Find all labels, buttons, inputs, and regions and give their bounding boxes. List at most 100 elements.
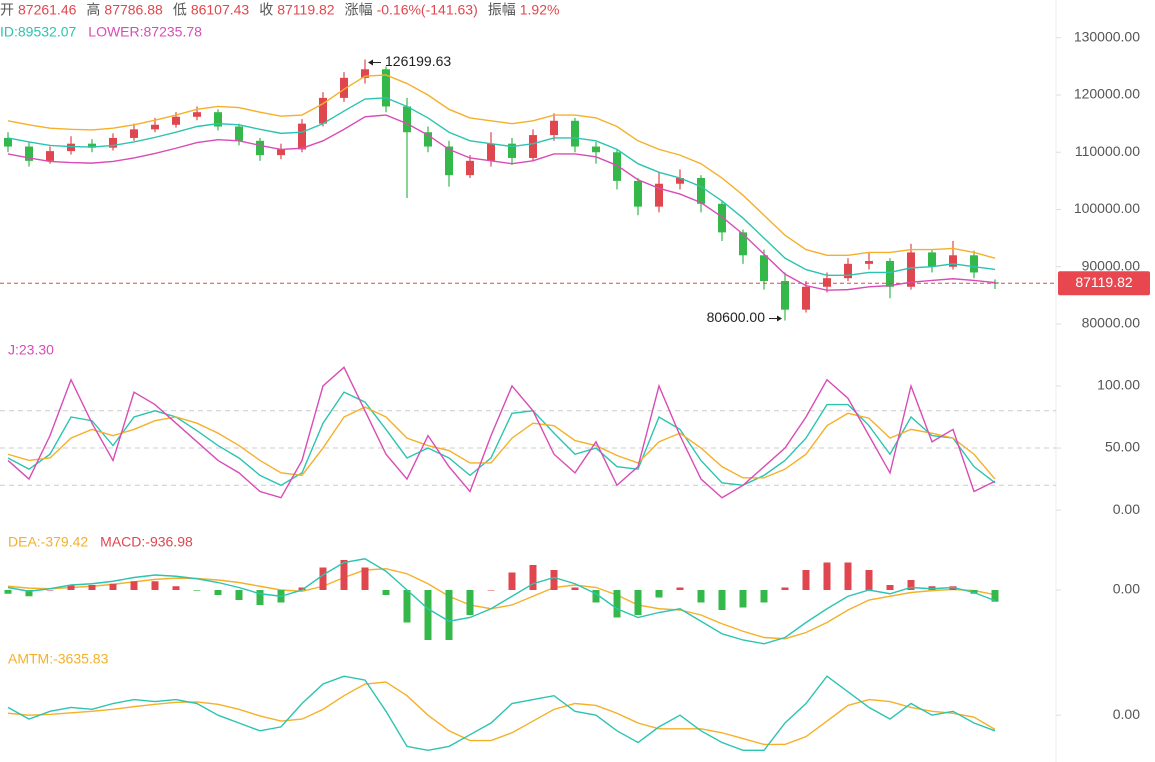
- histogram-bar: [571, 587, 579, 590]
- histogram-bar: [67, 585, 75, 590]
- header-label: 振幅: [488, 2, 516, 18]
- histogram-bar: [151, 581, 159, 590]
- histogram-bar: [256, 590, 264, 605]
- histogram-bar: [655, 590, 663, 598]
- candle-body: [592, 146, 600, 153]
- histogram-bar: [340, 560, 348, 590]
- header-label: 收: [259, 2, 273, 18]
- histogram-bar: [382, 590, 390, 595]
- histogram-bar: [46, 590, 54, 591]
- header-label: 高: [86, 2, 100, 18]
- y-tick-label: 80000.00: [1082, 315, 1141, 331]
- header-value: 86107.43: [191, 2, 250, 18]
- candle-body: [403, 106, 411, 133]
- candle-body: [886, 261, 894, 287]
- y-tick-label: 130000.00: [1074, 28, 1140, 44]
- histogram-bar: [802, 570, 810, 590]
- histogram-bar: [172, 586, 180, 590]
- histogram-bar: [991, 590, 999, 602]
- indicator-line: [7, 675, 996, 752]
- indicator-line: [7, 114, 996, 291]
- legend-entry: J:23.30: [8, 342, 54, 358]
- histogram-bar: [130, 581, 138, 590]
- histogram-bar: [403, 590, 411, 623]
- y-tick-label: 0.00: [1113, 706, 1140, 722]
- histogram-bar: [109, 583, 117, 590]
- histogram-bar: [193, 590, 201, 591]
- candle-body: [130, 129, 138, 138]
- candle-body: [277, 149, 285, 156]
- candle-body: [844, 263, 852, 279]
- y-tick-label: 50.00: [1105, 439, 1140, 455]
- histogram-bar: [235, 590, 243, 600]
- y-tick-label: 120000.00: [1074, 86, 1140, 102]
- histogram-bar: [298, 587, 306, 590]
- candle-body: [571, 120, 579, 147]
- header-value: 87261.46: [18, 2, 77, 18]
- candle-body: [466, 160, 474, 176]
- header-label: 开: [0, 2, 14, 18]
- candle-body: [4, 137, 12, 147]
- candle-body: [928, 252, 936, 267]
- header-value: 87786.88: [104, 2, 163, 18]
- candle-body: [949, 255, 957, 267]
- histogram-bar: [907, 580, 915, 590]
- histogram-bar: [865, 570, 873, 590]
- candle-body: [382, 69, 390, 107]
- histogram-bar: [25, 590, 33, 597]
- histogram-bar: [424, 590, 432, 640]
- candle-body: [46, 151, 54, 161]
- y-tick-label: 100000.00: [1074, 200, 1140, 216]
- histogram-bar: [634, 590, 642, 615]
- candle-body: [340, 77, 348, 98]
- y-tick-label: 100.00: [1097, 377, 1140, 393]
- histogram-bar: [718, 590, 726, 610]
- histogram-bar: [760, 590, 768, 603]
- histogram-bar: [466, 590, 474, 615]
- last-price-label: 87119.82: [1075, 274, 1133, 290]
- indicator-line: [7, 391, 996, 487]
- candle-body: [907, 252, 915, 287]
- legend-entry: AMTM:-3635.83: [8, 651, 109, 667]
- candle-body: [823, 278, 831, 287]
- y-tick-label: 110000.00: [1075, 143, 1140, 159]
- header-label: 涨幅: [345, 2, 373, 18]
- histogram-bar: [529, 565, 537, 590]
- candle-body: [760, 255, 768, 282]
- candle-body: [718, 203, 726, 233]
- candle-body: [193, 112, 201, 117]
- arrow-head: [777, 315, 782, 322]
- candle-body: [214, 112, 222, 127]
- last-price-tag: [1058, 271, 1150, 296]
- y-tick-label: 0.00: [1113, 581, 1140, 597]
- candle-body: [781, 281, 789, 310]
- histogram-bar: [781, 587, 789, 590]
- y-tick-label: 90000.00: [1082, 257, 1141, 273]
- candle-body: [634, 180, 642, 207]
- histogram-bar: [319, 567, 327, 590]
- histogram-bar: [4, 590, 12, 594]
- candle-body: [151, 124, 159, 130]
- histogram-bar: [739, 590, 747, 608]
- indicator-line: [7, 568, 996, 640]
- legend-entry: DEA:-379.42: [8, 534, 88, 550]
- candle-body: [739, 232, 747, 256]
- histogram-bar: [214, 590, 222, 595]
- indicator-line: [7, 366, 996, 499]
- indicator-line: [7, 558, 996, 645]
- candle-body: [424, 132, 432, 147]
- legend-entry: LOWER:87235.78: [88, 24, 202, 40]
- histogram-bar: [676, 587, 684, 590]
- candle-body: [529, 135, 537, 158]
- candle-body: [235, 126, 243, 141]
- candle-body: [970, 255, 978, 273]
- candle-body: [298, 123, 306, 150]
- histogram-bar: [844, 562, 852, 590]
- header-value: 1.92%: [520, 2, 560, 18]
- candle-body: [613, 152, 621, 181]
- candle-body: [319, 97, 327, 124]
- candle-body: [802, 286, 810, 310]
- candle-body: [88, 143, 96, 148]
- indicator-line: [7, 74, 996, 259]
